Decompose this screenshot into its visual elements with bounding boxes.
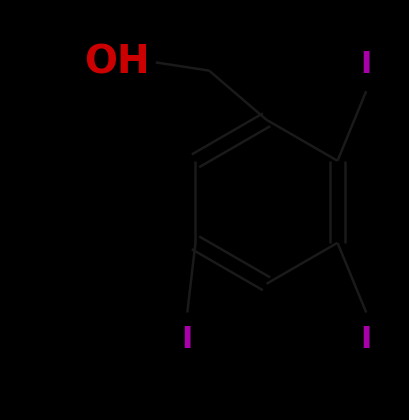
Text: I: I xyxy=(181,325,193,354)
Text: OH: OH xyxy=(84,43,149,81)
Text: I: I xyxy=(360,50,371,79)
Text: I: I xyxy=(360,325,371,354)
